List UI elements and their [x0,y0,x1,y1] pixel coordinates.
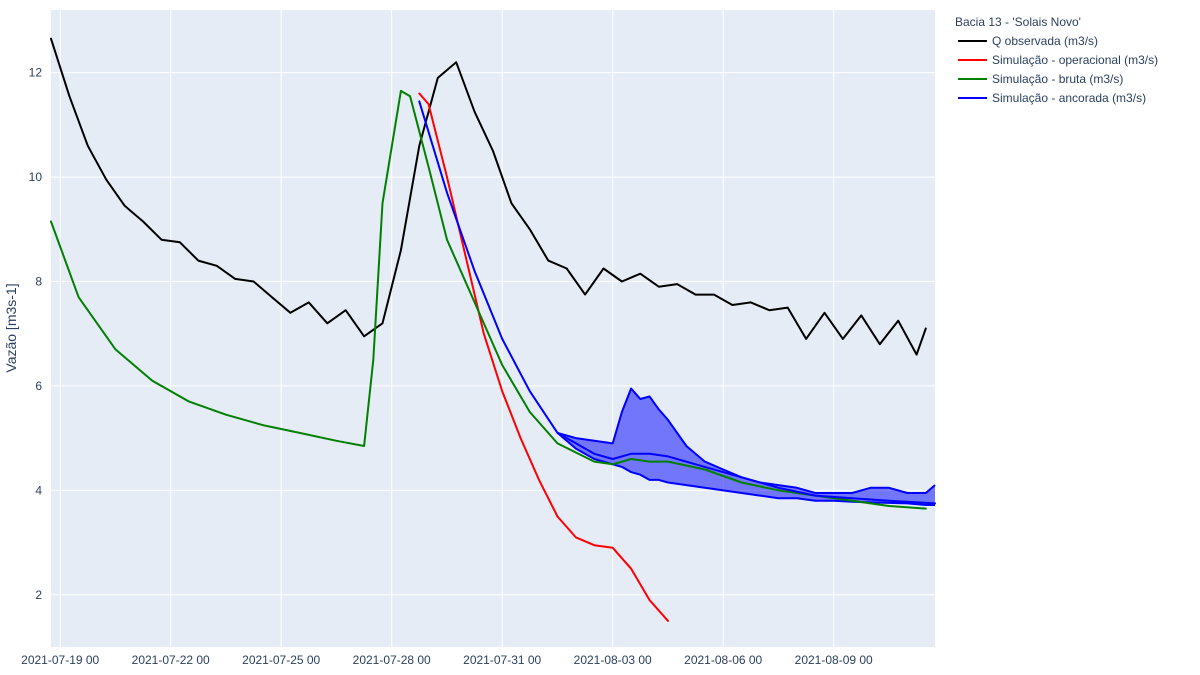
x-tick-label: 2021-07-19 00 [21,653,99,667]
y-tick-label: 2 [35,588,42,602]
plot-background [51,10,935,647]
legend[interactable]: Bacia 13 - 'Solais Novo' Q observada (m3… [955,15,1158,105]
x-tick-label: 2021-08-06 00 [684,653,762,667]
y-gridlines [51,72,935,596]
band-upper-line [557,387,936,494]
x-tick-labels: 2021-07-19 00 2021-07-22 00 2021-07-25 00 2… [21,653,873,667]
series-line-3 [50,89,927,510]
legend-label: Q observada (m3/s) [992,34,1098,48]
legend-item-2[interactable]: Simulação - operacional (m3/s) [958,53,1158,67]
x-tick-label: 2021-07-31 00 [463,653,541,667]
legend-label: Simulação - bruta (m3/s) [992,72,1123,86]
band-fill [557,388,935,505]
y-tick-label: 6 [35,379,42,393]
series-lines [50,37,936,622]
legend-title: Bacia 13 - 'Solais Novo' [955,15,1081,29]
x-tick-label: 2021-08-03 00 [574,653,652,667]
legend-item-3[interactable]: Simulação - bruta (m3/s) [958,72,1123,86]
legend-label: Simulação - operacional (m3/s) [992,53,1158,67]
series-line-2 [418,92,669,622]
y-tick-label: 4 [35,483,42,497]
x-tick-label: 2021-07-25 00 [242,653,320,667]
x-tick-label: 2021-07-22 00 [132,653,210,667]
y-tick-labels: 2 4 6 8 10 12 [29,66,43,602]
legend-item-1[interactable]: Q observada (m3/s) [958,34,1098,48]
y-axis-title: Vazão [m3s-1] [3,283,19,372]
x-tick-label: 2021-07-28 00 [353,653,431,667]
series-line-4 [418,100,936,505]
series-line-1 [50,37,927,356]
y-tick-label: 12 [29,66,43,80]
x-gridlines [59,10,835,647]
legend-label: Simulação - ancorada (m3/s) [992,91,1146,105]
y-tick-label: 10 [29,170,43,184]
y-tick-label: 8 [35,275,42,289]
legend-item-4[interactable]: Simulação - ancorada (m3/s) [958,91,1146,105]
x-tick-label: 2021-08-09 00 [795,653,873,667]
